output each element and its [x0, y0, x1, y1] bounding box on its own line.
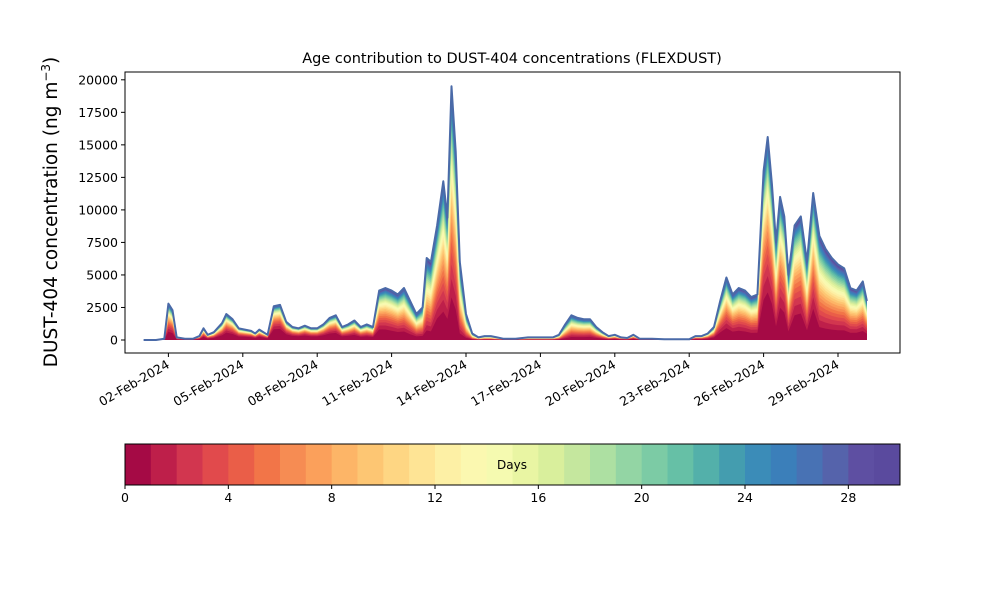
- y-tick-label: 17500: [78, 105, 118, 120]
- y-axis: 0 2500 5000 7500 10000 12500 15000 17500 20000: [78, 72, 125, 347]
- colorbar-swatch: [719, 444, 746, 485]
- colorbar-swatch: [305, 444, 333, 485]
- colorbar-swatch: [383, 444, 410, 485]
- colorbar-swatch: [822, 444, 849, 485]
- x-tick-label: 26-Feb-2024: [691, 357, 767, 409]
- colorbar-frame: [124, 443, 901, 486]
- x-tick-label: 02-Feb-2024: [96, 357, 172, 409]
- colorbar-swatch: [564, 444, 591, 485]
- x-tick-label: 23-Feb-2024: [617, 357, 693, 409]
- colorbar-swatch: [435, 444, 462, 485]
- x-axis: 02-Feb-202405-Feb-202408-Feb-202411-Feb-…: [96, 353, 842, 409]
- x-tick-label: 20-Feb-2024: [542, 357, 618, 409]
- colorbar-swatch: [538, 444, 565, 485]
- colorbar-label: Days: [497, 458, 527, 472]
- svg-text:DUST-404 concentration (ng m−3: DUST-404 concentration (ng m−3): [39, 57, 62, 368]
- colorbar-swatch: [254, 444, 281, 485]
- total-line: [143, 85, 868, 341]
- colorbar-swatch: [460, 444, 488, 485]
- colorbar-tick-label: 4: [224, 490, 232, 505]
- colorbar-swatch: [409, 444, 436, 485]
- colorbar-swatch: [280, 444, 307, 485]
- y-axis-label: DUST-404 concentration (ng m−3): [39, 57, 62, 368]
- colorbar-swatch: [512, 444, 539, 485]
- colorbar-swatch: [848, 444, 875, 485]
- plot-frame: [124, 71, 901, 354]
- colorbar: [125, 444, 901, 485]
- colorbar-swatch: [125, 444, 152, 485]
- colorbar-tick-label: 0: [121, 490, 129, 505]
- colorbar-tick-label: 12: [427, 490, 443, 505]
- colorbar-tick-label: 16: [530, 490, 546, 505]
- colorbar-swatch: [693, 444, 720, 485]
- colorbar-swatch: [641, 444, 668, 485]
- colorbar-swatch: [615, 444, 643, 485]
- y-tick-label: 20000: [78, 72, 118, 87]
- y-tick-label: 0: [110, 332, 118, 347]
- colorbar-tick-label: 8: [328, 490, 336, 505]
- x-tick-label: 14-Feb-2024: [394, 357, 470, 409]
- plot-area: [143, 85, 868, 341]
- age-layer-0: [143, 292, 867, 340]
- x-tick-label: 08-Feb-2024: [245, 357, 321, 409]
- colorbar-swatch: [357, 444, 384, 485]
- colorbar-swatch: [486, 444, 513, 485]
- colorbar-swatch: [874, 444, 901, 485]
- y-tick-label: 7500: [86, 235, 118, 250]
- y-axis-label-close: ): [41, 57, 62, 64]
- colorbar-swatch: [667, 444, 694, 485]
- y-tick-label: 12500: [78, 170, 118, 185]
- colorbar-swatch: [228, 444, 255, 485]
- y-axis-label-main: DUST-404 concentration (ng m: [41, 82, 62, 368]
- x-tick-label: 11-Feb-2024: [319, 357, 395, 409]
- colorbar-tick-label: 24: [737, 490, 753, 505]
- colorbar-swatch: [202, 444, 229, 485]
- y-tick-label: 2500: [86, 300, 118, 315]
- colorbar-swatch: [590, 444, 617, 485]
- colorbar-swatch: [770, 444, 798, 485]
- colorbar-ticks: 0 4 8 12 16 20 24 28: [121, 485, 856, 505]
- y-tick-label: 10000: [78, 202, 118, 217]
- colorbar-swatch: [745, 444, 772, 485]
- chart-title: Age contribution to DUST-404 concentrati…: [302, 51, 722, 67]
- x-tick-label: 29-Feb-2024: [766, 357, 842, 409]
- colorbar-tick-label: 28: [840, 490, 856, 505]
- colorbar-swatch: [176, 444, 203, 485]
- colorbar-swatch: [150, 444, 178, 485]
- x-tick-label: 05-Feb-2024: [170, 357, 246, 409]
- colorbar-swatch: [331, 444, 358, 485]
- y-axis-label-superscript: −3: [39, 64, 53, 82]
- y-tick-label: 5000: [86, 267, 118, 282]
- colorbar-tick-label: 20: [634, 490, 650, 505]
- y-tick-label: 15000: [78, 137, 118, 152]
- x-tick-label: 17-Feb-2024: [468, 357, 544, 409]
- colorbar-swatch: [796, 444, 823, 485]
